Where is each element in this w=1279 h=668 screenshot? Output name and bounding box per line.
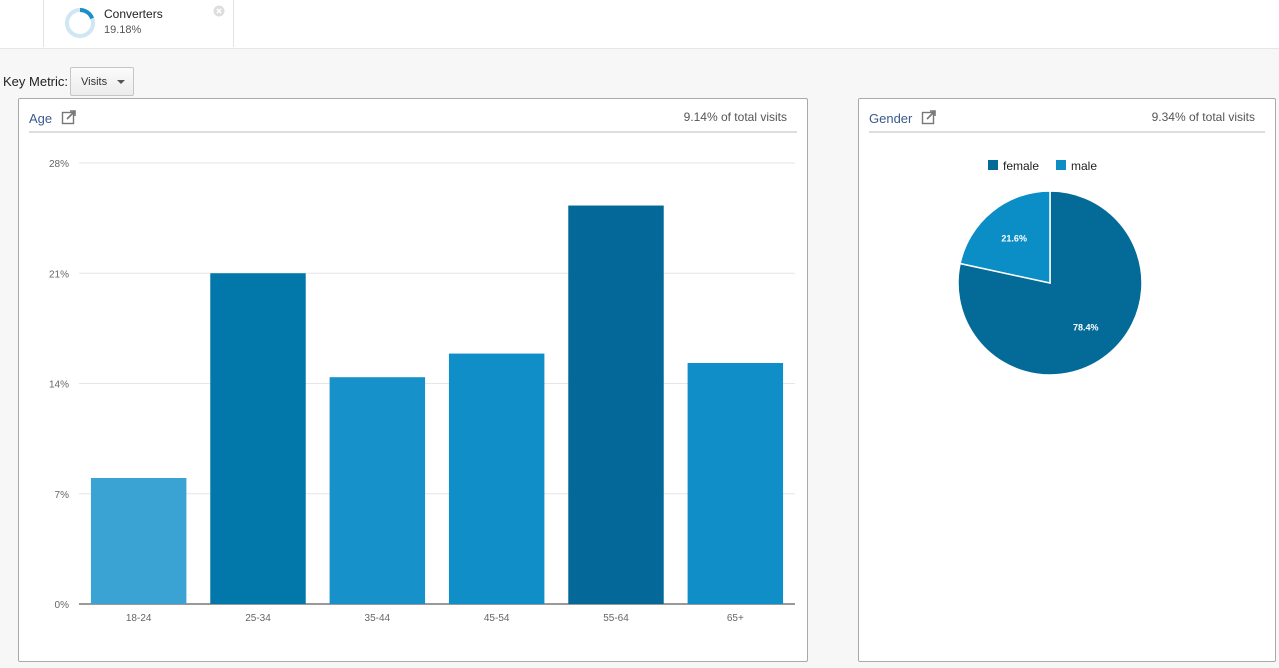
gender-panel-header: Gender 9.34% of total visits (869, 99, 1265, 133)
segment-name: Converters (104, 7, 163, 21)
y-tick-label: 21% (49, 269, 69, 280)
bar-45-54 (448, 353, 545, 604)
age-total-visits: 9.14% of total visits (683, 110, 787, 124)
x-tick-label: 25-34 (245, 613, 271, 624)
pie-value-label-female: 78.4% (1073, 322, 1099, 332)
x-tick-label: 65+ (727, 613, 744, 624)
key-metric-label: Key Metric: (3, 74, 69, 89)
legend-swatch-female (988, 160, 998, 170)
age-panel-title[interactable]: Age (29, 111, 53, 126)
legend-label-female: female (1003, 159, 1039, 173)
bar-55-64 (568, 205, 664, 604)
key-metric-dropdown[interactable]: Visits (70, 67, 134, 96)
segment-donut-icon (65, 8, 95, 38)
x-tick-label: 45-54 (484, 613, 510, 624)
pie-value-label-male: 21.6% (1001, 234, 1027, 244)
bar-25-34 (210, 273, 306, 604)
legend-label-male: male (1071, 159, 1097, 173)
age-panel: Age 9.14% of total visits 0% 7% 14% 21% 28% 1… (18, 98, 808, 662)
segment-percent: 19.18% (104, 24, 142, 36)
gender-panel: Gender 9.34% of total visits female male 7… (858, 98, 1276, 662)
close-icon[interactable] (213, 5, 225, 17)
key-metric-selected: Visits (81, 76, 108, 88)
age-bar-chart: 0% 7% 14% 21% 28% 18-24 25-34 35-44 45-54 55-64 65… (49, 159, 795, 624)
top-bar: Converters 19.18% (0, 0, 1279, 49)
pie-slice-male (959, 190, 1051, 284)
bar-35-44 (329, 377, 426, 604)
bar-65+ (687, 363, 784, 604)
bar-18-24 (90, 478, 187, 604)
age-panel-header: Age 9.14% of total visits (29, 99, 797, 133)
y-tick-label: 7% (55, 490, 70, 501)
y-tick-label: 14% (49, 380, 69, 391)
open-report-icon[interactable] (61, 109, 77, 125)
chevron-down-icon (117, 80, 125, 84)
segment-card-converters[interactable]: Converters 19.18% (43, 0, 234, 47)
open-report-icon[interactable] (921, 109, 937, 125)
gender-pie-chart: female male 78.4% 21.6% (957, 159, 1143, 376)
y-tick-label: 28% (49, 159, 69, 170)
legend-swatch-male (1056, 160, 1066, 170)
x-tick-label: 18-24 (126, 613, 152, 624)
gender-panel-title[interactable]: Gender (869, 111, 913, 126)
gender-total-visits: 9.34% of total visits (1151, 110, 1255, 124)
y-tick-label: 0% (55, 600, 70, 611)
x-tick-label: 55-64 (603, 613, 629, 624)
x-tick-label: 35-44 (365, 613, 391, 624)
